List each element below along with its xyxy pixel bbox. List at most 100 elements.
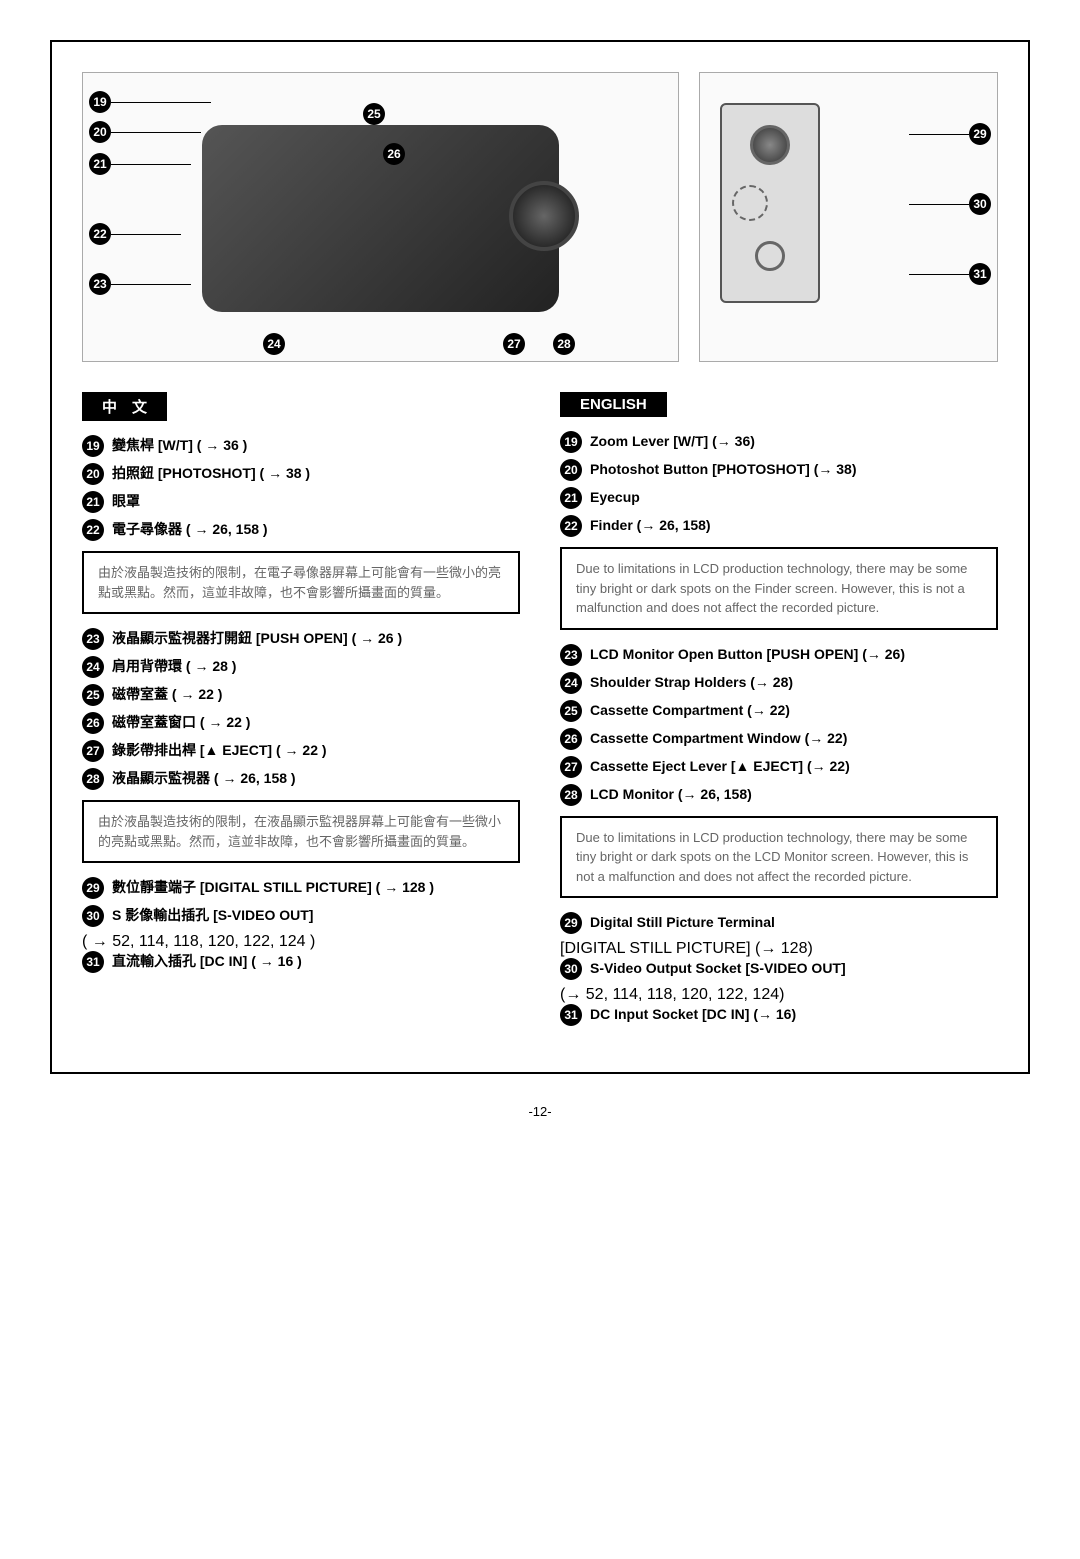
item-text: Cassette Compartment Window (→ 22) xyxy=(590,728,847,749)
page-frame: 19 20 21 22 23 24 25 26 27 28 29 30 31 中… xyxy=(50,40,1030,1074)
item-text: LCD Monitor (→ 26, 158) xyxy=(590,784,752,805)
item-number-badge: 21 xyxy=(82,491,104,513)
item-number-badge: 30 xyxy=(560,958,582,980)
item-text: S-Video Output Socket [S-VIDEO OUT] xyxy=(590,958,846,979)
item-text: 錄影帶排出桿 [▲ EJECT] ( → 22 ) xyxy=(112,740,327,761)
item-number-badge: 25 xyxy=(560,700,582,722)
item-number-badge: 23 xyxy=(560,644,582,666)
callout-20: 20 xyxy=(89,121,111,143)
item-text: Cassette Compartment (→ 22) xyxy=(590,700,790,721)
item-number-badge: 29 xyxy=(82,877,104,899)
callout-27: 27 xyxy=(503,333,525,355)
list-item: 28 LCD Monitor (→ 26, 158) xyxy=(560,784,998,806)
item-number-badge: 24 xyxy=(82,656,104,678)
item-number-badge: 21 xyxy=(560,487,582,509)
english-column: ENGLISH 19Zoom Lever [W/T] (→ 36) 20Photo… xyxy=(560,392,998,1032)
list-item: 27 Cassette Eject Lever [▲ EJECT] (→ 22) xyxy=(560,756,998,778)
item-number-badge: 28 xyxy=(560,784,582,806)
item-number-badge: 25 xyxy=(82,684,104,706)
item-number-badge: 29 xyxy=(560,912,582,934)
item-subtext: (→ 52, 114, 118, 120, 122, 124) xyxy=(560,986,784,1003)
chinese-column: 中 文 19變焦桿 [W/T] ( → 36 ) 20拍照鈕 [PHOTOSHOT… xyxy=(82,392,520,1032)
list-item: 19變焦桿 [W/T] ( → 36 ) xyxy=(82,435,520,457)
list-item: 27 錄影帶排出桿 [▲ EJECT] ( → 22 ) xyxy=(82,740,520,762)
item-number-badge: 26 xyxy=(82,712,104,734)
list-item: 22 電子尋像器 ( → 26, 158 ) xyxy=(82,519,520,541)
callout-31: 31 xyxy=(969,263,991,285)
item-text: DC Input Socket [DC IN] (→ 16) xyxy=(590,1004,796,1025)
item-number-badge: 28 xyxy=(82,768,104,790)
list-item: 31 DC Input Socket [DC IN] (→ 16) xyxy=(560,1004,998,1026)
item-text: 磁帶室蓋 ( → 22 ) xyxy=(112,684,222,705)
callout-26: 26 xyxy=(383,143,405,165)
list-item: 24 Shoulder Strap Holders (→ 28) xyxy=(560,672,998,694)
list-item: 28 液晶顯示監視器 ( → 26, 158 ) xyxy=(82,768,520,790)
list-item: 21 眼罩 xyxy=(82,491,520,513)
item-text: 磁帶室蓋窗口 ( → 22 ) xyxy=(112,712,250,733)
item-text: 肩用背帶環 ( → 28 ) xyxy=(112,656,236,677)
list-item: 29 Digital Still Picture Terminal xyxy=(560,912,998,934)
item-number-badge: 31 xyxy=(560,1004,582,1026)
english-note-1: Due to limitations in LCD production tec… xyxy=(560,547,998,630)
list-item: 31 直流輸入插孔 [DC IN] ( → 16 ) xyxy=(82,951,520,973)
text-columns: 中 文 19變焦桿 [W/T] ( → 36 )20拍照鈕 [PHOTOSHOT… xyxy=(82,392,998,1032)
list-item: 23 LCD Monitor Open Button [PUSH OPEN] (→… xyxy=(560,644,998,666)
list-item: 20拍照鈕 [PHOTOSHOT] ( → 38 ) xyxy=(82,463,520,485)
list-item: 25 磁帶室蓋 ( → 22 ) xyxy=(82,684,520,706)
list-item: 25 Cassette Compartment (→ 22) xyxy=(560,700,998,722)
item-text: 直流輸入插孔 [DC IN] ( → 16 ) xyxy=(112,951,302,972)
list-item: 24 肩用背帶環 ( → 28 ) xyxy=(82,656,520,678)
callout-19: 19 xyxy=(89,91,111,113)
camera-lens-illustration xyxy=(509,181,579,251)
item-text: S 影像輸出插孔 [S-VIDEO OUT] xyxy=(112,905,313,926)
list-item: 30 S 影像輸出插孔 [S-VIDEO OUT] xyxy=(82,905,520,927)
item-number-badge: 20 xyxy=(560,459,582,481)
item-text: Finder (→ 26, 158) xyxy=(590,515,711,536)
item-text: Eyecup xyxy=(590,487,640,508)
item-number-badge: 27 xyxy=(82,740,104,762)
callout-25: 25 xyxy=(363,103,385,125)
diagram-left: 19 20 21 22 23 24 25 26 27 28 xyxy=(82,72,679,362)
list-item: 19Zoom Lever [W/T] (→ 36) xyxy=(560,431,998,453)
list-item: 26 Cassette Compartment Window (→ 22) xyxy=(560,728,998,750)
item-number-badge: 27 xyxy=(560,756,582,778)
callout-23: 23 xyxy=(89,273,111,295)
item-number-badge: 31 xyxy=(82,951,104,973)
list-item: 30 S-Video Output Socket [S-VIDEO OUT] xyxy=(560,958,998,980)
item-number-badge: 19 xyxy=(560,431,582,453)
callout-30: 30 xyxy=(969,193,991,215)
callout-21: 21 xyxy=(89,153,111,175)
diagram-right: 29 30 31 xyxy=(699,72,998,362)
chinese-heading: 中 文 xyxy=(82,392,167,421)
item-number-badge: 30 xyxy=(82,905,104,927)
item-number-badge: 23 xyxy=(82,628,104,650)
item-text: Cassette Eject Lever [▲ EJECT] (→ 22) xyxy=(590,756,850,777)
item-text: LCD Monitor Open Button [PUSH OPEN] (→ 2… xyxy=(590,644,905,665)
item-text: 眼罩 xyxy=(112,491,140,512)
item-text: 液晶顯示監視器打開鈕 [PUSH OPEN] ( → 26 ) xyxy=(112,628,402,649)
item-subtext: [DIGITAL STILL PICTURE] (→ 128) xyxy=(560,940,813,957)
item-text: 拍照鈕 [PHOTOSHOT] ( → 38 ) xyxy=(112,463,310,484)
callout-28: 28 xyxy=(553,333,575,355)
camera-side-illustration xyxy=(720,103,820,303)
english-heading: ENGLISH xyxy=(560,392,667,417)
item-text: 電子尋像器 ( → 26, 158 ) xyxy=(112,519,268,540)
item-text: Digital Still Picture Terminal xyxy=(590,912,775,933)
item-number-badge: 22 xyxy=(82,519,104,541)
chinese-note-2: 由於液晶製造技術的限制，在液晶顯示監視器屏幕上可能會有一些微小的亮點或黑點。然而… xyxy=(82,800,520,863)
item-number-badge: 24 xyxy=(560,672,582,694)
item-text: 變焦桿 [W/T] ( → 36 ) xyxy=(112,435,247,456)
list-item: 26 磁帶室蓋窗口 ( → 22 ) xyxy=(82,712,520,734)
item-text: 數位靜畫端子 [DIGITAL STILL PICTURE] ( → 128 ) xyxy=(112,877,434,898)
item-number-badge: 26 xyxy=(560,728,582,750)
item-number-badge: 22 xyxy=(560,515,582,537)
page-number: -12- xyxy=(50,1104,1030,1119)
list-item: 22 Finder (→ 26, 158) xyxy=(560,515,998,537)
item-text: 液晶顯示監視器 ( → 26, 158 ) xyxy=(112,768,296,789)
list-item: 21 Eyecup xyxy=(560,487,998,509)
diagram-row: 19 20 21 22 23 24 25 26 27 28 29 30 31 xyxy=(82,72,998,362)
chinese-note-1: 由於液晶製造技術的限制，在電子尋像器屏幕上可能會有一些微小的亮點或黑點。然而，這… xyxy=(82,551,520,614)
item-text: Shoulder Strap Holders (→ 28) xyxy=(590,672,793,693)
english-note-2: Due to limitations in LCD production tec… xyxy=(560,816,998,899)
list-item: 20Photoshot Button [PHOTOSHOT] (→ 38) xyxy=(560,459,998,481)
